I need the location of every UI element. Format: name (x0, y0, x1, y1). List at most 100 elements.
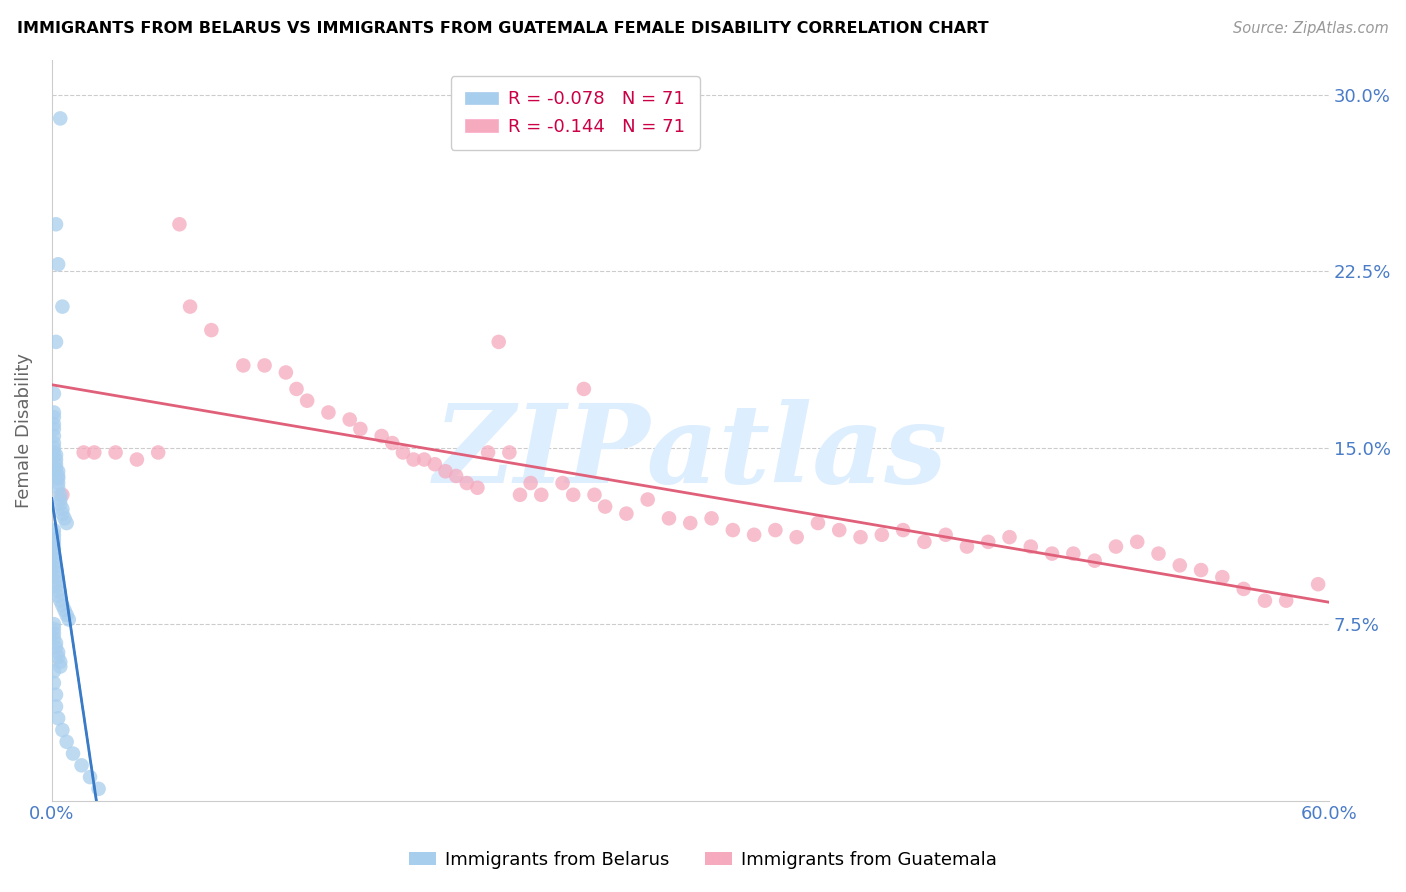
Point (456, 476, 478, 491)
Point (45, 688, 67, 702)
Point (434, 464, 457, 478)
Point (1306, 577, 1329, 591)
Point (977, 534, 1000, 549)
Point (519, 476, 541, 491)
Point (49, 497, 72, 511)
Point (179, 300, 201, 314)
Point (1233, 582, 1256, 596)
Point (42, 422, 65, 436)
Point (49, 655, 72, 669)
Point (616, 507, 638, 521)
Point (55, 735, 77, 749)
Point (49, 492, 72, 507)
Point (423, 457, 446, 471)
Point (42, 560, 65, 574)
Point (274, 366, 297, 380)
Point (51, 300, 73, 314)
Point (42, 622, 65, 636)
Point (42, 417, 65, 432)
Legend: Immigrants from Belarus, Immigrants from Guatemala: Immigrants from Belarus, Immigrants from… (402, 844, 1004, 876)
Point (42, 632, 65, 646)
Point (46, 469, 69, 483)
Point (1189, 563, 1212, 577)
Point (637, 492, 659, 507)
Point (46, 645, 69, 659)
Point (1062, 547, 1084, 561)
Point (51, 488, 73, 502)
Point (413, 452, 436, 467)
Point (318, 405, 340, 419)
Point (509, 488, 531, 502)
Point (42, 528, 65, 542)
Point (55, 516, 77, 530)
Text: Source: ZipAtlas.com: Source: ZipAtlas.com (1233, 21, 1389, 36)
Point (42, 617, 65, 632)
Point (42, 547, 65, 561)
Point (51, 507, 73, 521)
Point (488, 334, 510, 349)
Point (891, 523, 914, 537)
Point (45, 457, 67, 471)
Point (253, 359, 276, 373)
Point (498, 445, 520, 459)
Point (46, 257, 69, 271)
Point (42, 533, 65, 547)
Point (42, 541, 65, 556)
Point (53, 603, 76, 617)
Text: IMMIGRANTS FROM BELARUS VS IMMIGRANTS FROM GUATEMALA FEMALE DISABILITY CORRELATI: IMMIGRANTS FROM BELARUS VS IMMIGRANTS FR… (17, 21, 988, 36)
Point (46, 589, 69, 603)
Point (1019, 540, 1042, 554)
Point (444, 469, 467, 483)
Point (42, 405, 65, 419)
Point (349, 422, 371, 436)
Point (392, 445, 415, 459)
Point (53, 511, 76, 525)
Point (51, 502, 73, 516)
Point (935, 528, 957, 542)
Point (232, 359, 254, 373)
Point (1040, 547, 1063, 561)
Point (658, 511, 681, 525)
Point (79, 770, 101, 784)
Point (370, 429, 392, 443)
Point (42, 429, 65, 443)
Point (42, 551, 65, 566)
Point (1254, 593, 1277, 607)
Point (45, 636, 67, 650)
Point (572, 382, 595, 396)
Point (70, 758, 93, 772)
Point (1084, 554, 1107, 568)
Point (593, 500, 616, 514)
Point (679, 516, 702, 530)
Point (45, 580, 67, 594)
Point (73, 445, 96, 459)
Point (42, 441, 65, 455)
Point (828, 523, 851, 537)
Point (700, 511, 723, 525)
Point (1126, 534, 1149, 549)
Point (1168, 558, 1191, 573)
Point (956, 540, 979, 554)
Point (104, 445, 127, 459)
Point (42, 386, 65, 401)
Point (55, 607, 77, 622)
Point (42, 410, 65, 425)
Point (721, 523, 744, 537)
Point (49, 112, 72, 126)
Y-axis label: Female Disability: Female Disability (15, 352, 32, 508)
Point (46, 476, 69, 491)
Point (530, 488, 553, 502)
Point (58, 612, 80, 626)
Point (42, 665, 65, 679)
Point (45, 448, 67, 462)
Point (562, 488, 585, 502)
Point (83, 445, 105, 459)
Point (45, 462, 67, 476)
Point (45, 452, 67, 467)
Point (169, 217, 191, 231)
Point (1275, 593, 1298, 607)
Point (42, 626, 65, 640)
Point (146, 445, 169, 459)
Point (551, 476, 574, 491)
Point (46, 471, 69, 485)
